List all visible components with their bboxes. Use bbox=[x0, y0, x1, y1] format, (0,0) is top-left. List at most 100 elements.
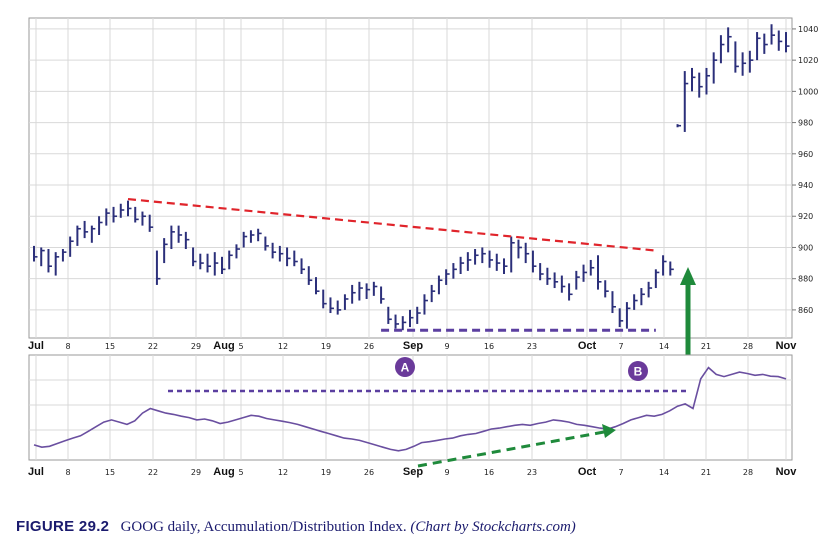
ohlc-bar bbox=[54, 252, 60, 276]
ohlc-bar bbox=[560, 275, 566, 293]
x-tick-label: 5 bbox=[238, 342, 243, 351]
adi-line-path bbox=[33, 366, 787, 452]
ohlc-bar bbox=[524, 242, 530, 264]
ohlc-bar bbox=[163, 238, 168, 264]
ohlc-bar bbox=[459, 256, 465, 274]
ohlc-bar bbox=[495, 253, 501, 271]
x-tick-label: 12 bbox=[278, 468, 288, 477]
ohlc-bar bbox=[192, 247, 197, 267]
ohlc-bar bbox=[625, 302, 631, 329]
x-tick-label: Jul bbox=[28, 466, 44, 478]
ohlc-bar bbox=[575, 270, 580, 290]
ohlc-bar bbox=[734, 41, 739, 73]
ohlc-bar bbox=[474, 249, 479, 265]
ohlc-bar bbox=[510, 236, 515, 273]
marker-b: B bbox=[628, 361, 648, 381]
ohlc-bar bbox=[90, 225, 96, 243]
price-y-tick-label: 920 bbox=[798, 212, 813, 221]
x-tick-label: 28 bbox=[743, 342, 753, 351]
ohlc-bar bbox=[683, 71, 689, 132]
ohlc-bar bbox=[662, 255, 667, 276]
x-tick-label: Sep bbox=[403, 340, 423, 352]
ohlc-bar bbox=[416, 306, 421, 324]
ohlc-bar bbox=[763, 33, 768, 54]
ohlc-bar bbox=[206, 253, 212, 273]
ohlc-bar bbox=[343, 294, 349, 310]
ohlc-bar bbox=[148, 214, 154, 232]
x-tick-label: 21 bbox=[701, 468, 711, 477]
x-tick-label: 16 bbox=[484, 342, 494, 351]
ohlc-bar bbox=[647, 281, 653, 298]
ohlc-bar bbox=[141, 211, 146, 226]
x-tick-label: Oct bbox=[578, 340, 597, 352]
x-tick-label: 21 bbox=[701, 342, 711, 351]
ohlc-bar bbox=[336, 300, 342, 315]
ohlc-bar bbox=[481, 247, 486, 264]
green-up-arrowhead bbox=[680, 267, 696, 285]
x-tick-label: Nov bbox=[776, 466, 798, 478]
ohlc-bar bbox=[604, 280, 609, 298]
ohlc-bar bbox=[409, 309, 414, 328]
figure-caption: FIGURE 29.2 GOOG daily, Accumulation/Dis… bbox=[16, 518, 576, 536]
ohlc-bar bbox=[380, 286, 385, 304]
x-tick-label: 26 bbox=[364, 342, 374, 351]
ohlc-bar bbox=[199, 253, 204, 270]
ohlc-bar bbox=[705, 67, 710, 95]
adi-gridlines bbox=[29, 355, 792, 460]
adi-green-arrowhead bbox=[602, 424, 616, 438]
x-tick-label: 9 bbox=[444, 342, 449, 351]
ohlc-bar bbox=[271, 242, 277, 259]
x-tick-label: 7 bbox=[618, 342, 623, 351]
ohlc-bar bbox=[589, 259, 595, 276]
ohlc-bar bbox=[213, 252, 219, 276]
x-tick-label: 19 bbox=[321, 342, 331, 351]
ohlc-bar bbox=[315, 277, 320, 295]
marker-b-circle bbox=[628, 361, 648, 381]
ohlc-bar bbox=[358, 281, 363, 301]
x-tick-label: 28 bbox=[743, 468, 753, 477]
ohlc-bar bbox=[47, 249, 52, 273]
ohlc-bar bbox=[61, 249, 67, 262]
ohlc-bar bbox=[691, 67, 696, 92]
ohlc-bar bbox=[184, 231, 190, 250]
ohlc-bar bbox=[741, 52, 747, 76]
x-tick-label: 12 bbox=[278, 342, 288, 351]
price-y-tick-label: 940 bbox=[798, 181, 813, 190]
x-tick-label: Oct bbox=[578, 466, 597, 478]
ohlc-bar bbox=[300, 258, 306, 274]
ohlc-bar bbox=[437, 275, 443, 295]
ohlc-bar bbox=[712, 52, 718, 84]
x-tick-label: Sep bbox=[403, 466, 423, 478]
x-tick-label: Aug bbox=[213, 340, 234, 352]
ohlc-bar bbox=[597, 255, 602, 290]
ohlc-bar bbox=[719, 35, 725, 64]
x-tick-label: 23 bbox=[527, 468, 537, 477]
x-tick-label: 22 bbox=[148, 468, 158, 477]
ohlc-bar bbox=[503, 258, 508, 274]
ohlc-bar bbox=[401, 316, 407, 331]
ohlc-bar bbox=[257, 228, 262, 242]
ohlc-bar bbox=[727, 27, 732, 53]
price-ohlc-bars bbox=[33, 24, 790, 331]
ohlc-bar bbox=[372, 281, 378, 296]
ohlc-bar bbox=[307, 266, 313, 285]
price-y-axis: 860 880 900 920 940 960 980 1000 1020 1040 bbox=[792, 25, 818, 315]
x-tick-label: 26 bbox=[364, 468, 374, 477]
ohlc-bar bbox=[98, 216, 103, 235]
x-tick-label: 8 bbox=[65, 468, 70, 477]
adi-annotations bbox=[168, 389, 688, 468]
marker-b-label: B bbox=[634, 365, 643, 379]
caption-text: GOOG daily, Accumulation/Distribution In… bbox=[120, 519, 407, 535]
ohlc-bar bbox=[155, 250, 161, 285]
ohlc-bar bbox=[531, 250, 537, 273]
price-x-axis: Jul 8 15 22 29 Aug 5 12 19 26 Sep 9 16 23 Oct 7 14 21 28 No… bbox=[28, 340, 797, 352]
marker-a-circle bbox=[395, 357, 415, 377]
x-tick-label: 15 bbox=[105, 468, 115, 477]
price-y-tick-label: 900 bbox=[798, 243, 813, 252]
ohlc-bar bbox=[640, 288, 645, 306]
price-y-tick-label: 880 bbox=[798, 275, 813, 284]
x-tick-label: 29 bbox=[191, 342, 201, 351]
ohlc-bar bbox=[264, 236, 269, 251]
ohlc-bar bbox=[452, 263, 457, 279]
